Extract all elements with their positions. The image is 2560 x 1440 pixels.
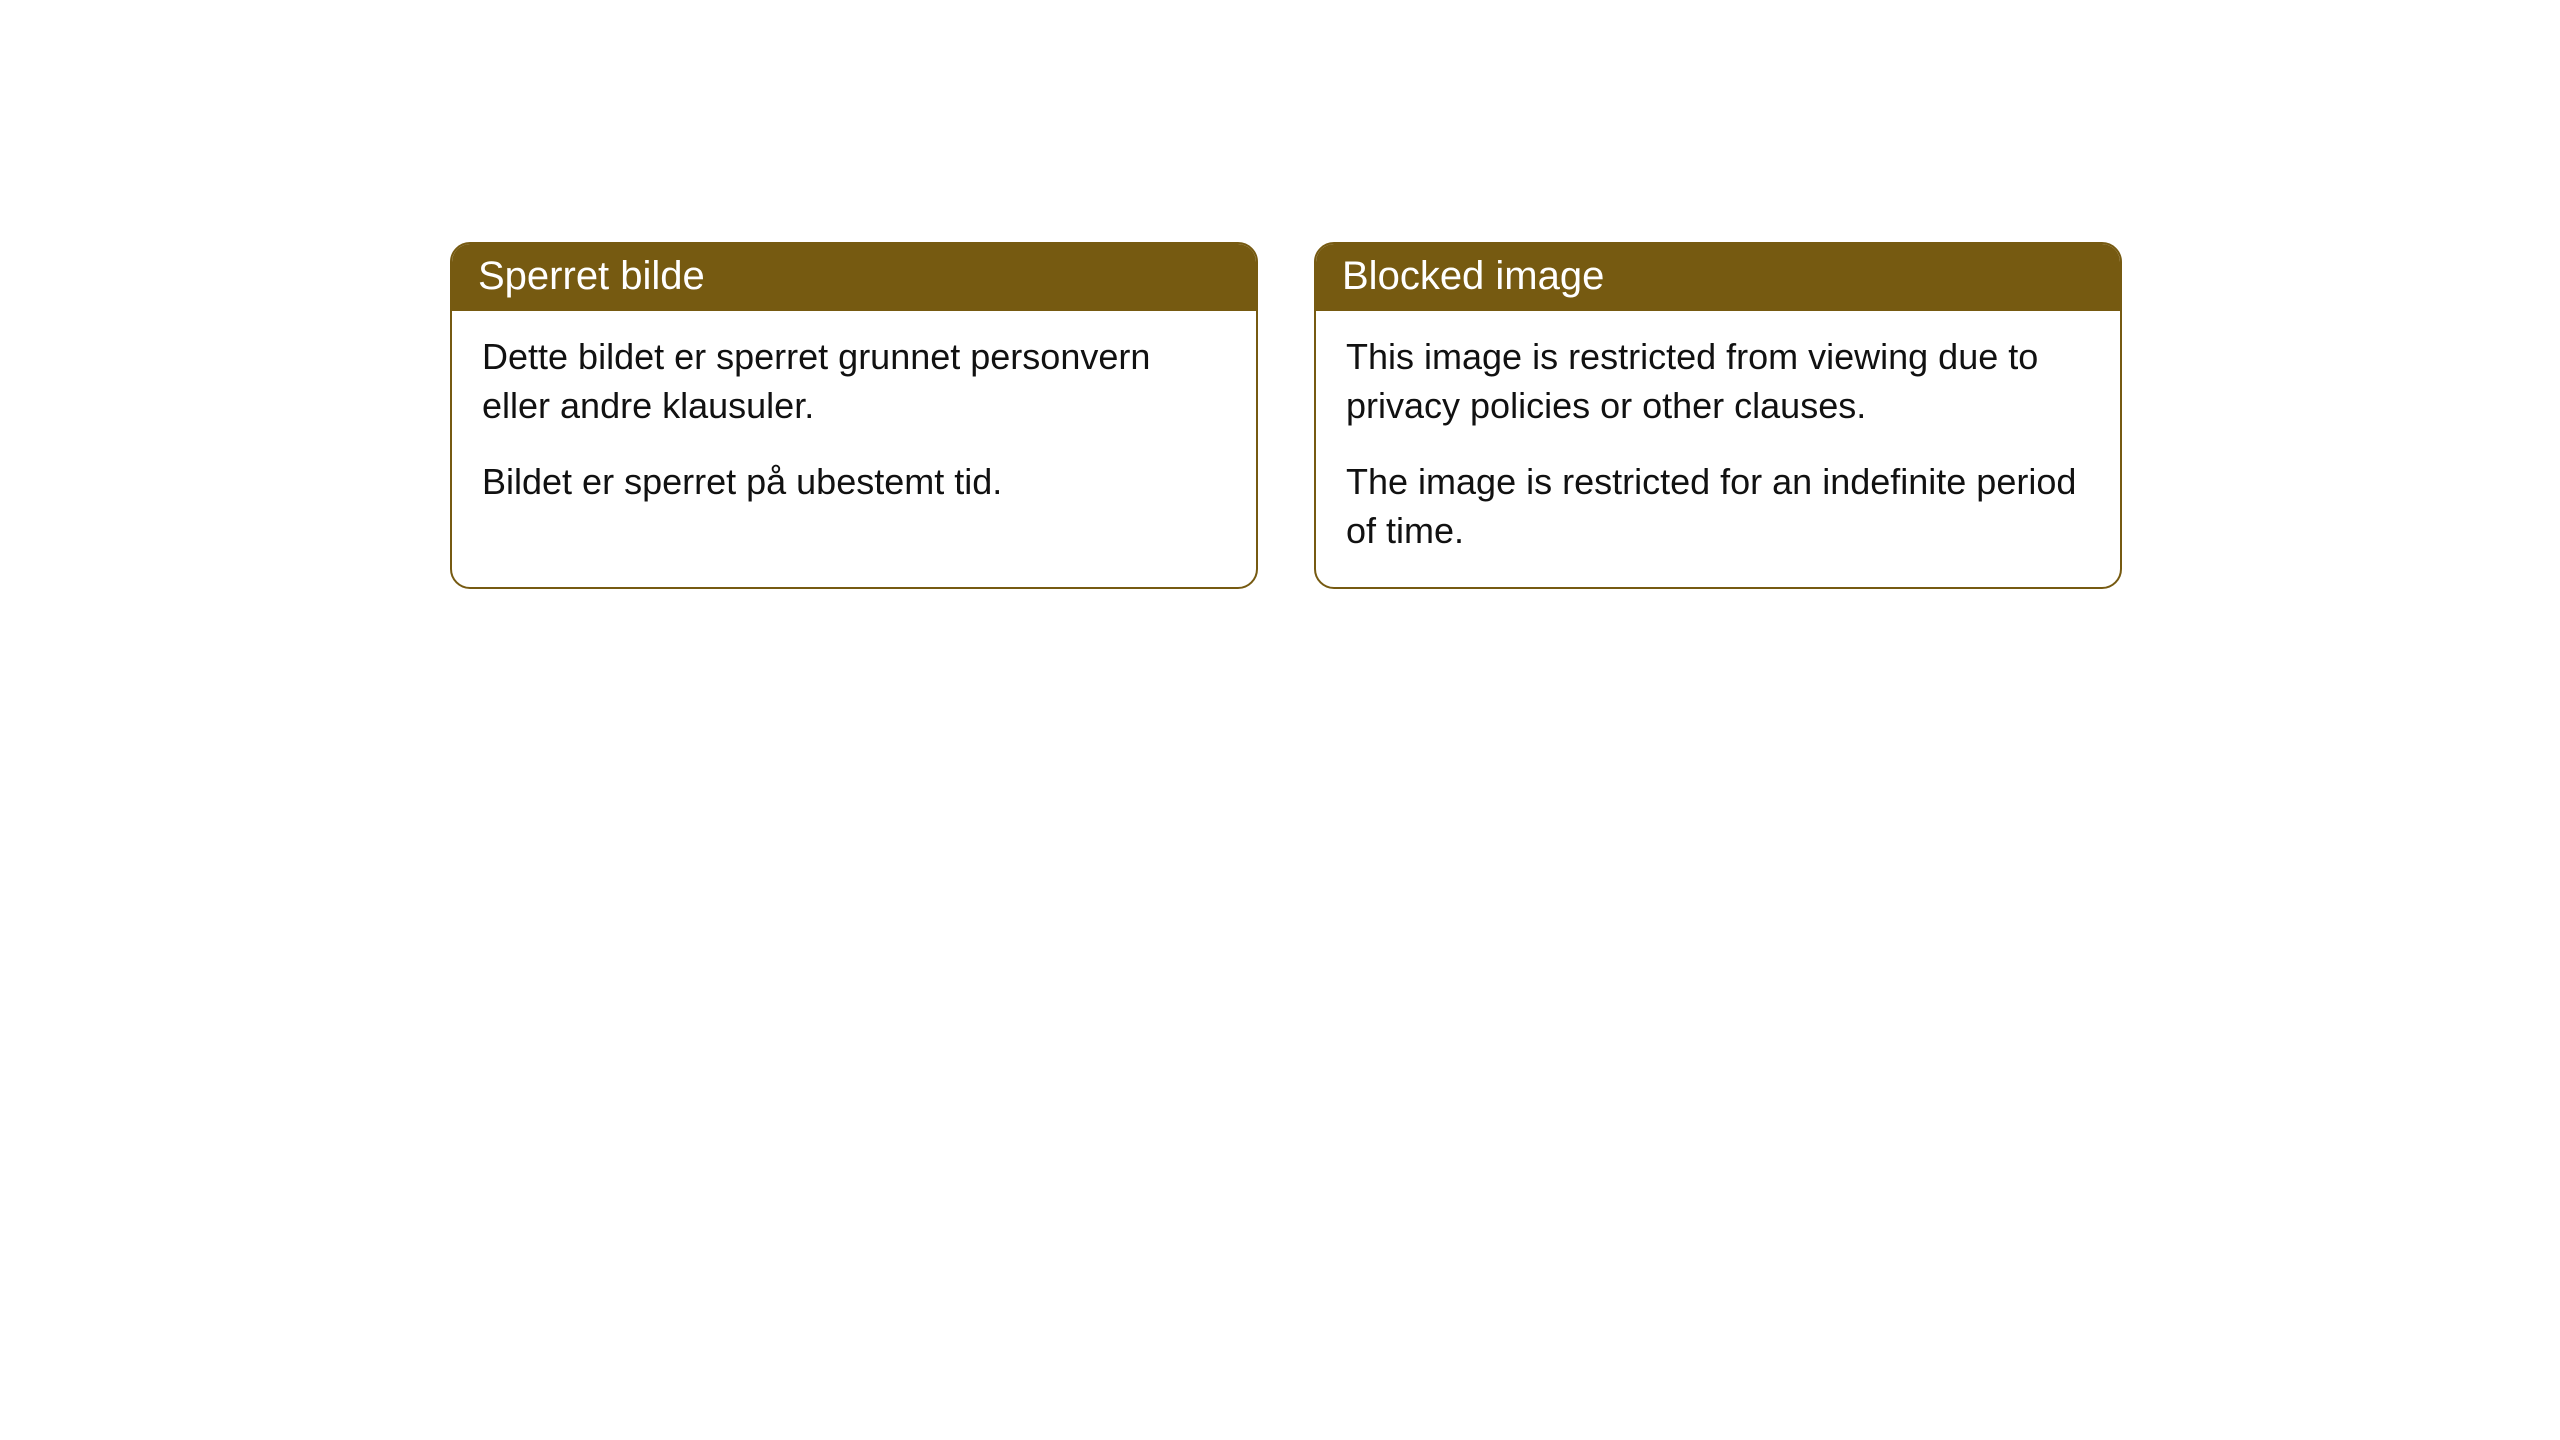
card-title: Sperret bilde [452, 244, 1256, 311]
card-body: This image is restricted from viewing du… [1316, 311, 2120, 587]
notice-cards-container: Sperret bilde Dette bildet er sperret gr… [450, 242, 2560, 589]
notice-paragraph: Bildet er sperret på ubestemt tid. [482, 458, 1226, 507]
notice-paragraph: The image is restricted for an indefinit… [1346, 458, 2090, 555]
notice-card-norwegian: Sperret bilde Dette bildet er sperret gr… [450, 242, 1258, 589]
notice-card-english: Blocked image This image is restricted f… [1314, 242, 2122, 589]
card-title: Blocked image [1316, 244, 2120, 311]
notice-paragraph: This image is restricted from viewing du… [1346, 333, 2090, 430]
notice-paragraph: Dette bildet er sperret grunnet personve… [482, 333, 1226, 430]
card-body: Dette bildet er sperret grunnet personve… [452, 311, 1256, 539]
